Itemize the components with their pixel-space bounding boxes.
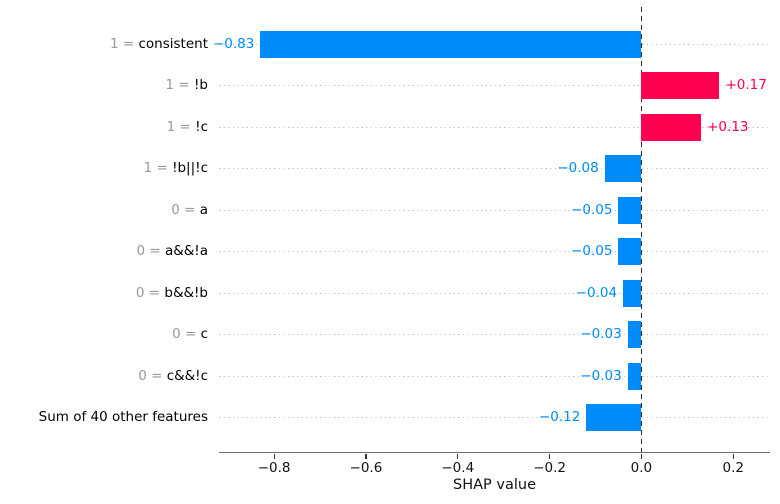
x-axis-title: SHAP value: [453, 477, 536, 493]
x-tick-label: 0.0: [630, 460, 653, 476]
x-tick-mark: [273, 454, 275, 459]
category-label: 0 = a&&!a: [0, 242, 209, 261]
shap-bar: [618, 238, 642, 265]
y-axis-labels: 1 = consistent 1 = !b 1 = !c 1 = !b||!c 0 = …: [0, 7, 210, 452]
category-prefix: 1 =: [165, 77, 195, 93]
bar-value-label: +0.17: [725, 77, 767, 93]
row-gridline: [219, 417, 770, 419]
category-label: 1 = !b||!c: [0, 159, 208, 178]
plot-area: −0.83 +0.17 +0.13 −0.08 −0.05 −0.05 −0.04 −0.03…: [213, 7, 770, 452]
category-label: 1 = !c: [0, 118, 208, 137]
bar-value-label: −0.08: [557, 160, 599, 176]
row-gridline: [219, 209, 770, 211]
category-prefix: 1 =: [143, 160, 173, 176]
shap-bar: [618, 196, 642, 224]
category-feature-name: a: [199, 201, 208, 218]
category-label: 0 = c: [0, 325, 208, 344]
category-feature-name: consistent: [138, 35, 208, 52]
category-prefix: 0 =: [172, 326, 201, 342]
bar-value-label: −0.83: [212, 35, 255, 52]
shap-bar: [623, 279, 642, 307]
shap-bar: [586, 404, 642, 431]
category-prefix: 0 =: [136, 243, 165, 259]
category-prefix: 1 =: [110, 35, 139, 52]
bar-value-label: −0.05: [571, 201, 613, 218]
shap-bar: [260, 30, 642, 58]
x-axis: −0.8 −0.6 −0.4 −0.2 0.0 0.2: [219, 452, 770, 476]
category-label: Sum of 40 other features: [0, 408, 208, 427]
bar-value-label: +0.13: [707, 118, 749, 135]
x-tick-label: −0.8: [257, 460, 291, 476]
x-tick-mark: [732, 454, 734, 459]
row-gridline: [219, 251, 770, 253]
x-tick-label: −0.4: [441, 460, 475, 476]
shap-bar: [641, 72, 720, 99]
shap-bar: [604, 155, 642, 182]
bar-value-label: −0.12: [538, 409, 581, 425]
bar-value-label: −0.04: [575, 284, 618, 301]
bar-value-label: −0.03: [580, 367, 622, 384]
category-feature-name: c: [200, 326, 208, 342]
category-label: 0 = b&&!b: [0, 284, 208, 303]
row-gridline: [219, 375, 770, 377]
x-tick-mark: [640, 454, 643, 459]
x-tick-mark: [365, 454, 367, 459]
zero-reference-line: [640, 7, 643, 452]
shap-bar: [627, 321, 642, 348]
row-gridline: [219, 334, 770, 336]
row-gridline: [219, 292, 770, 294]
x-tick-label: −0.2: [533, 460, 566, 476]
category-feature-name: c&&!c: [166, 367, 208, 384]
category-prefix: 0 =: [138, 367, 167, 384]
shap-bar: [627, 362, 642, 390]
shap-bar: [641, 113, 702, 141]
x-tick-label: 0.2: [722, 460, 744, 476]
category-feature-name: b&&!b: [164, 284, 208, 301]
category-prefix: 1 =: [166, 118, 196, 135]
bar-value-label: −0.05: [571, 243, 613, 259]
category-feature-name: !b||!c: [172, 160, 208, 176]
row-gridline: [219, 85, 770, 87]
category-feature-name: !b: [194, 77, 208, 93]
category-feature-name: !c: [195, 118, 208, 135]
category-label: 0 = c&&!c: [0, 367, 208, 386]
bar-value-label: −0.03: [580, 326, 622, 342]
category-label: 1 = !b: [0, 76, 208, 95]
x-tick-label: −0.6: [349, 460, 383, 476]
category-label: 1 = consistent: [0, 35, 208, 54]
x-tick-mark: [457, 454, 459, 459]
category-prefix: 0 =: [135, 284, 165, 301]
row-gridline: [219, 126, 770, 128]
category-prefix: 0 =: [171, 201, 200, 218]
category-feature-name: Sum of 40 other features: [38, 409, 208, 425]
x-tick-mark: [549, 454, 551, 459]
category-label: 0 = a: [0, 201, 208, 220]
row-gridline: [219, 168, 770, 170]
category-feature-name: a&&!a: [164, 243, 208, 259]
